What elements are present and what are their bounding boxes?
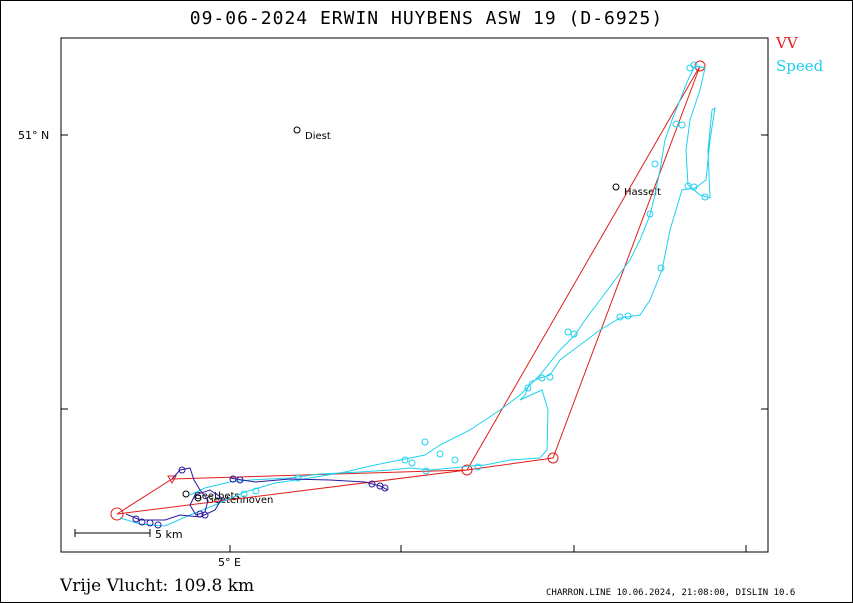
- scale-label: 5 km: [155, 528, 183, 541]
- footer-text: CHARRON.LINE 10.06.2024, 21:08:00, DISLI…: [546, 588, 796, 598]
- distance-text: Vrije Vlucht: 109.8 km: [60, 576, 255, 596]
- legend-vv: VV: [776, 34, 798, 52]
- lat-label: 51° N: [18, 129, 49, 142]
- turnpoint-1: [461, 464, 473, 476]
- town-label-geetenhoven: Geetenhoven: [206, 495, 273, 506]
- town-marker-geetbets: [182, 490, 190, 498]
- turnpoint-3: [547, 452, 559, 464]
- town-marker-diest: [293, 126, 301, 134]
- legend-speed: Speed: [776, 57, 824, 75]
- turnpoint-start: [110, 507, 124, 521]
- finish-marker: [167, 475, 177, 485]
- lon-label: 5° E: [218, 556, 241, 569]
- flight-track-cyan: [119, 65, 716, 527]
- thermal-markers: [240, 61, 709, 498]
- flight-title: 09-06-2024 ERWIN HUYBENS ASW 19 (D-6925): [189, 8, 664, 29]
- town-label-geetbets: Geetbets: [194, 491, 240, 502]
- task-route-vv: [116, 65, 701, 515]
- town-label-diest: Diest: [305, 131, 331, 142]
- flight-track-slow: [125, 466, 389, 529]
- town-label-hasselt: Hasselt: [624, 187, 661, 198]
- plot-border: [60, 37, 769, 553]
- town-marker-hasselt: [612, 183, 620, 191]
- town-marker-geetenhoven: [194, 494, 202, 502]
